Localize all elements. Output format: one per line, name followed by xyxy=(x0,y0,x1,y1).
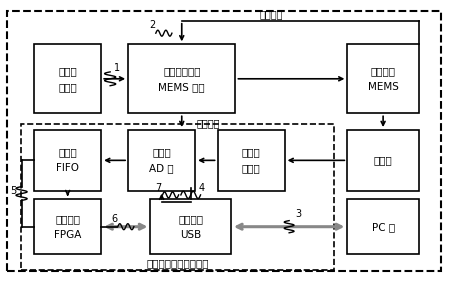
Text: 光谱数据采集电路模块: 光谱数据采集电路模块 xyxy=(146,258,208,268)
Text: 大电路: 大电路 xyxy=(242,147,260,157)
Text: 控制电路: 控制电路 xyxy=(55,214,80,224)
Text: 触发信号: 触发信号 xyxy=(197,118,220,128)
Text: MEMS: MEMS xyxy=(368,82,399,92)
Text: 换电路: 换电路 xyxy=(152,147,171,157)
Bar xyxy=(347,130,419,191)
Bar xyxy=(128,130,195,191)
Text: 5: 5 xyxy=(10,186,17,196)
Bar xyxy=(34,44,101,113)
Text: AD 转: AD 转 xyxy=(149,163,174,173)
Bar xyxy=(150,199,231,254)
Bar xyxy=(217,130,284,191)
Bar xyxy=(34,130,101,191)
Text: FPGA: FPGA xyxy=(54,230,82,240)
Text: 前置放: 前置放 xyxy=(242,163,260,173)
Text: FIFO: FIFO xyxy=(56,163,79,173)
Text: 号模块: 号模块 xyxy=(58,66,77,76)
Text: USB: USB xyxy=(180,230,201,240)
Text: 7: 7 xyxy=(155,183,161,193)
Text: 1: 1 xyxy=(114,63,120,73)
Text: 接口电路: 接口电路 xyxy=(178,214,203,224)
Text: 6: 6 xyxy=(111,214,118,224)
Text: PC 机: PC 机 xyxy=(371,222,395,232)
Text: 探测器: 探测器 xyxy=(374,155,392,165)
Text: 驱动控制模块: 驱动控制模块 xyxy=(163,66,201,76)
Bar xyxy=(128,44,236,113)
Text: MEMS 微镜: MEMS 微镜 xyxy=(159,82,205,92)
Text: 3: 3 xyxy=(295,209,301,219)
Bar xyxy=(347,44,419,113)
Bar xyxy=(34,199,101,254)
Text: 反馈信号: 反馈信号 xyxy=(260,9,283,19)
Bar xyxy=(347,199,419,254)
Text: 存储器: 存储器 xyxy=(58,147,77,157)
Text: 振荡信: 振荡信 xyxy=(58,82,77,92)
Text: 2: 2 xyxy=(149,20,156,30)
Text: 4: 4 xyxy=(199,183,205,193)
Text: 扫描微镜: 扫描微镜 xyxy=(371,66,395,76)
